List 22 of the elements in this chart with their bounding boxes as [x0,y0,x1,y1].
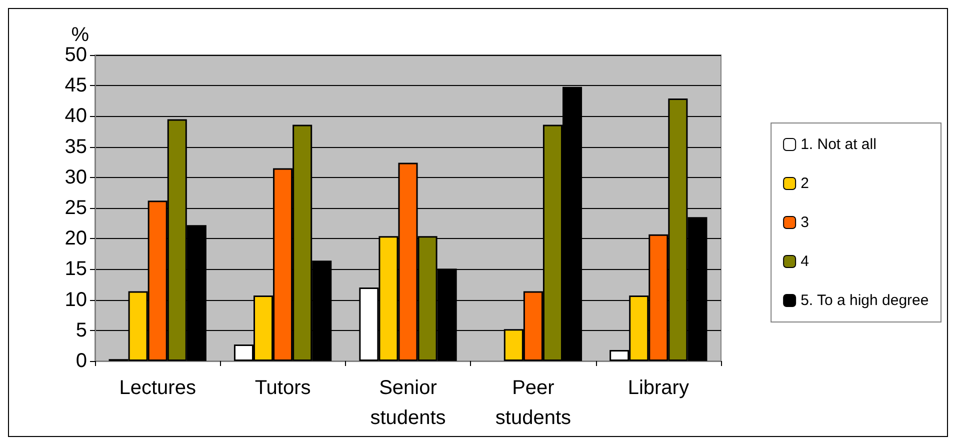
x-tick-label: Senior students [370,377,446,429]
y-tick-label: 20 [64,228,87,250]
y-tick-label: 30 [64,166,87,188]
y-tick-label: 5 [76,319,87,342]
legend-label: 2 [800,175,809,192]
y-tick-label: 40 [64,105,87,128]
y-tick-label: 25 [64,197,87,219]
legend-label: 3 [800,214,809,231]
y-tick-label: 10 [64,288,87,311]
x-tick-label: Lectures [119,377,196,399]
x-tick-label: Tutors [254,377,311,399]
legend-label: 1. Not at all [800,136,876,153]
y-axis-title: % [71,24,90,46]
y-tick-label: 50 [64,44,87,66]
y-tick-label: 45 [64,74,87,97]
x-tick-label: Library [628,377,689,399]
y-tick-label: 0 [76,350,87,372]
legend-label: 4 [800,253,809,270]
x-tick-label: Peer students [495,377,572,429]
y-tick-label: 15 [64,258,87,280]
y-tick-label: 35 [64,136,87,158]
legend-label: 5. To a high degree [800,292,929,309]
